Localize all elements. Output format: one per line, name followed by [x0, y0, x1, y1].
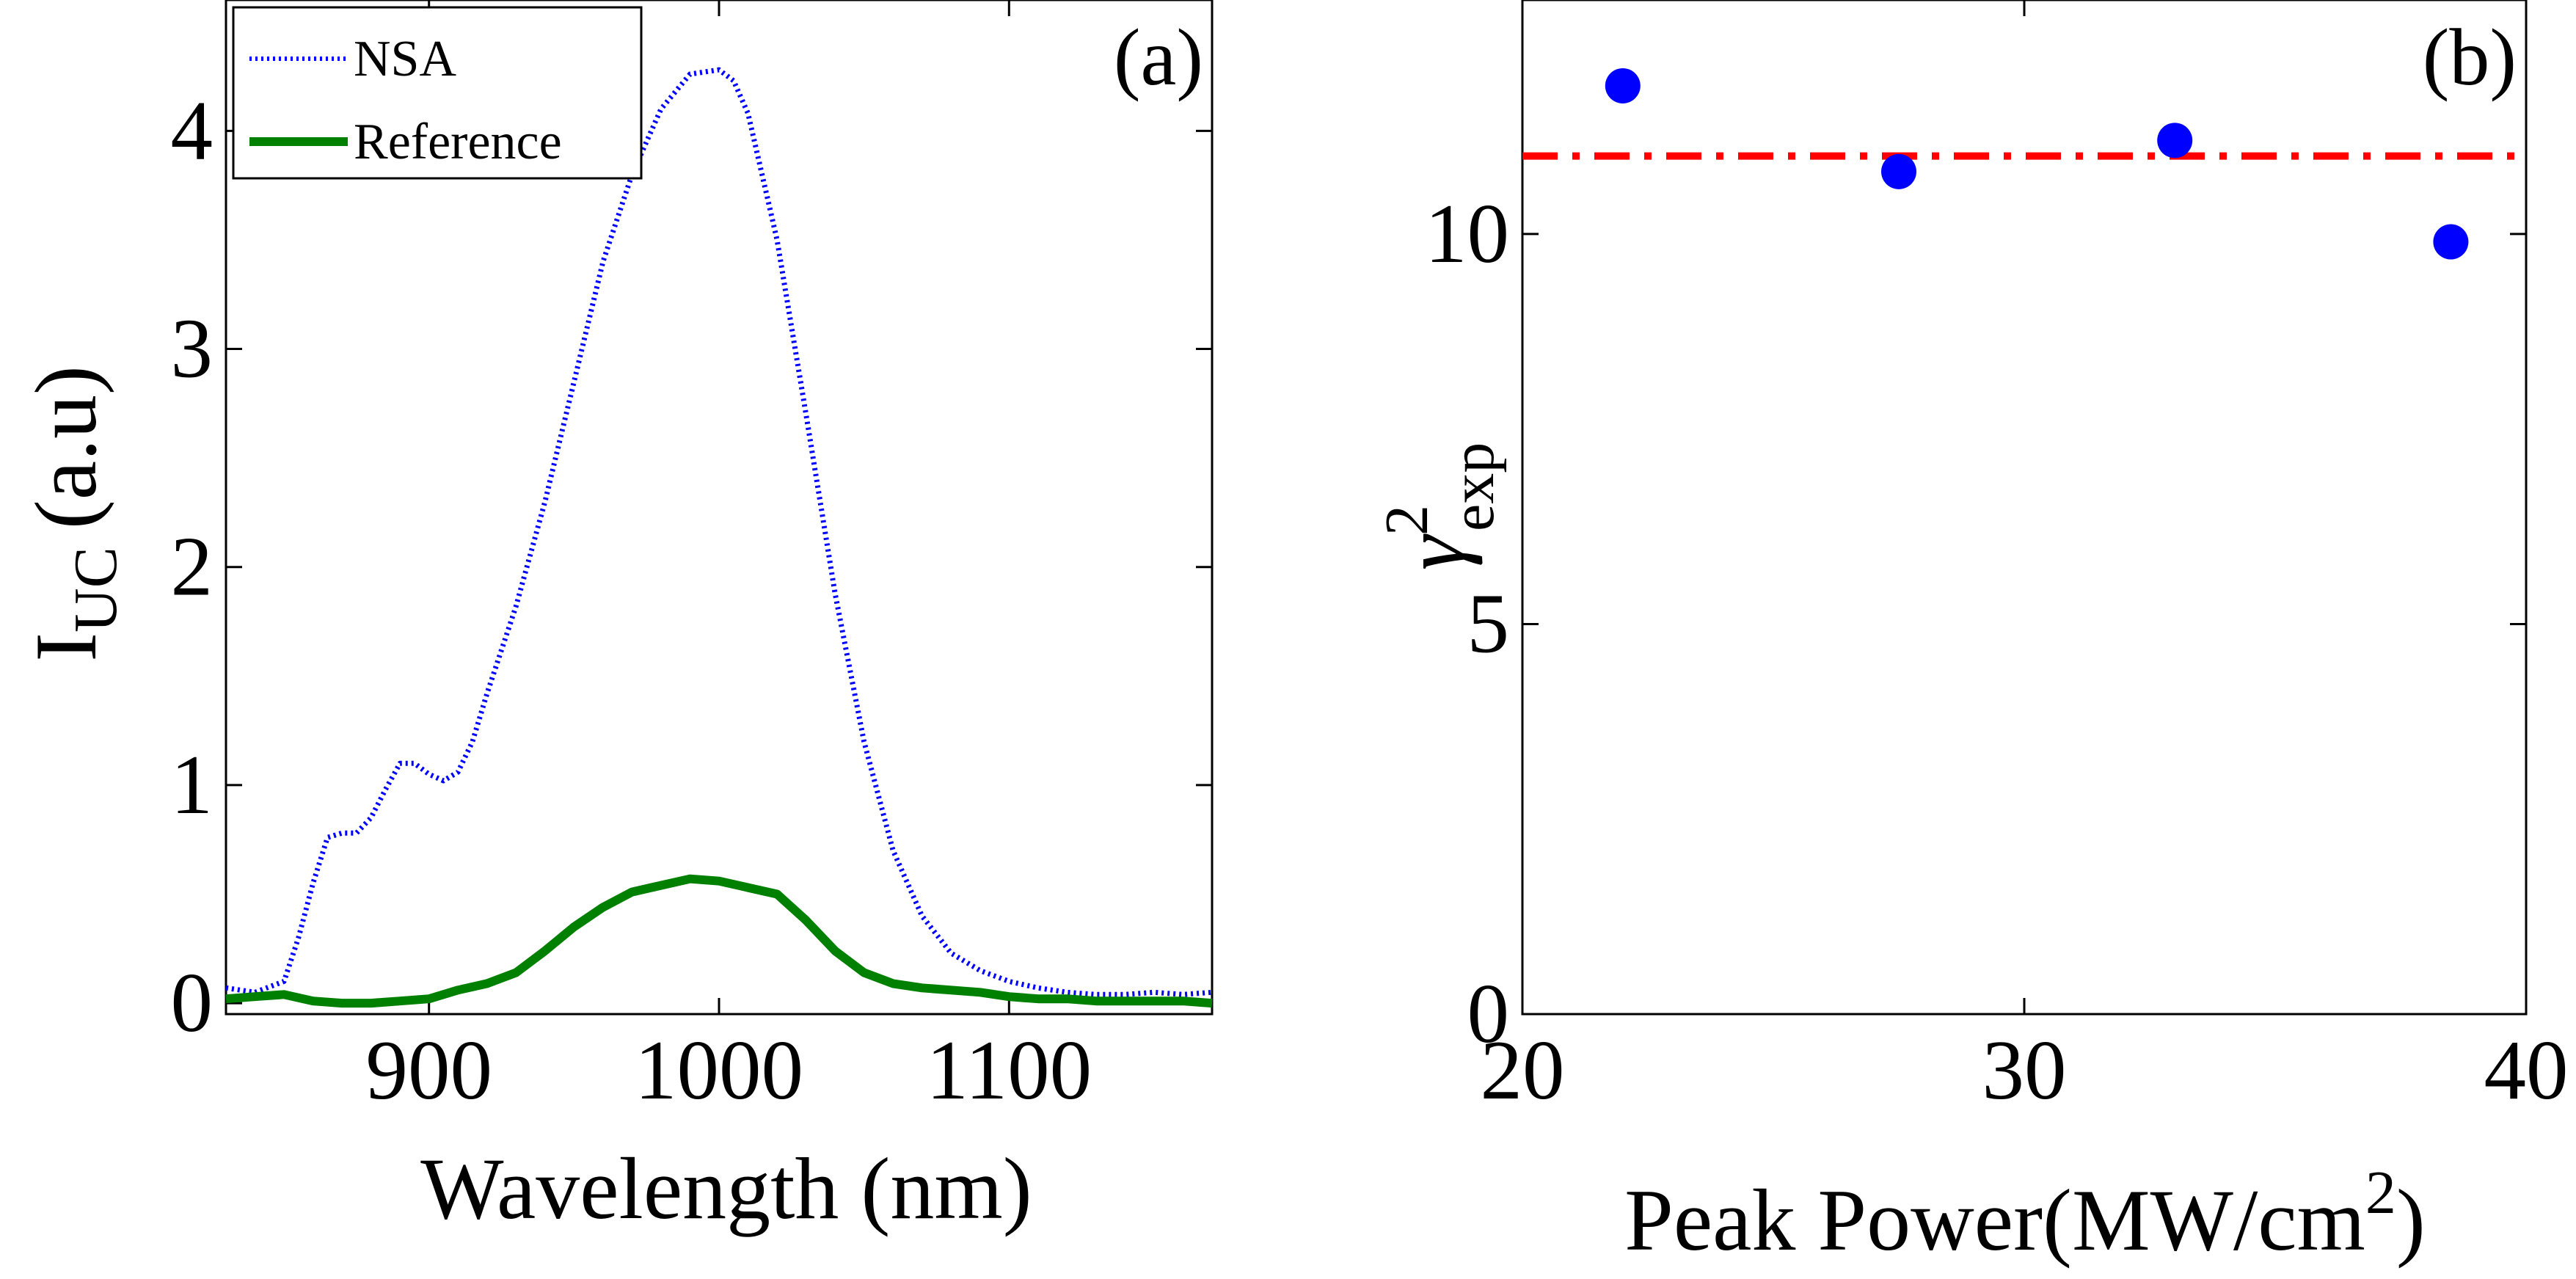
svg-text:IUC(a.u): IUC (a.u)	[17, 365, 130, 662]
panel-b-x-axis-label: Peak Power(MW/cm2)	[1624, 1159, 2426, 1269]
panel-b-xlabel-main: Peak Power(MW/cm	[1624, 1171, 2365, 1269]
y-tick-label: 1	[171, 738, 214, 831]
y-tick-label: 4	[171, 84, 214, 177]
panel-a-ticks: 900 1000 1100 0 1 2 3 4	[171, 0, 1212, 1117]
panel-b-plot-frame	[1521, 0, 2528, 1016]
panel-a-ylabel-sub: UC	[62, 547, 130, 633]
panel-a-legend-box	[232, 6, 643, 180]
panel-b-ticks: 20 30 40 0 5 10	[1425, 0, 2569, 1117]
panel-a-y-axis-label: IUC (a.u)	[17, 365, 130, 662]
x-tick-label: 40	[2484, 1024, 2569, 1117]
panel-a-ylabel-main: I	[17, 633, 114, 662]
panel-a-label: (a)	[1114, 12, 1203, 102]
panel-a-ylabel-unit: (a.u)	[17, 365, 114, 529]
panel-a-wavelength-spectrum: 900 1000 1100 0 1 2 3 4 (a) Wavelength (nm) IUC…	[17, 0, 1214, 1237]
x-tick-label: 900	[365, 1024, 492, 1117]
panel-b-ylabel-sup: 2	[1373, 505, 1441, 536]
scatter-point	[2157, 123, 2193, 158]
y-tick-label: 0	[171, 956, 214, 1049]
x-tick-label: 20	[1481, 1024, 1565, 1117]
svg-text:γ2exp: γ2exp	[1373, 442, 1507, 571]
panel-b-y-axis-label: γ2exp	[1373, 442, 1507, 571]
panel-b-ylabel-main: γ	[1385, 533, 1483, 570]
panel-b-ylabel-sub: exp	[1439, 442, 1507, 531]
scatter-point	[1881, 153, 1916, 189]
panel-b-xlabel-end: )	[2396, 1171, 2426, 1269]
panel-b-label: (b)	[2423, 12, 2517, 102]
panel-a-legend: NSA Reference	[232, 6, 643, 180]
y-tick-label: 3	[171, 302, 214, 396]
panel-a-x-axis-label: Wavelength (nm)	[420, 1140, 1032, 1237]
panel-b-xlabel-sup: 2	[2365, 1159, 2396, 1227]
x-tick-label: 30	[1982, 1024, 2067, 1117]
y-tick-label: 0	[1467, 967, 1510, 1060]
panel-b-series	[1522, 68, 2526, 260]
y-tick-label: 10	[1425, 187, 1509, 280]
scatter-point	[2433, 224, 2469, 260]
series-line-nsa	[225, 67, 1213, 997]
scatter-point	[1605, 68, 1641, 103]
legend-nsa-label: NSA	[354, 31, 456, 87]
y-tick-label: 5	[1467, 577, 1510, 670]
x-tick-label: 1100	[926, 1024, 1092, 1117]
y-tick-label: 2	[171, 520, 214, 613]
panel-a-series	[225, 67, 1213, 1008]
legend-reference-label: Reference	[354, 114, 562, 170]
x-tick-label: 1000	[635, 1024, 803, 1117]
series-line-reference	[225, 874, 1213, 1008]
